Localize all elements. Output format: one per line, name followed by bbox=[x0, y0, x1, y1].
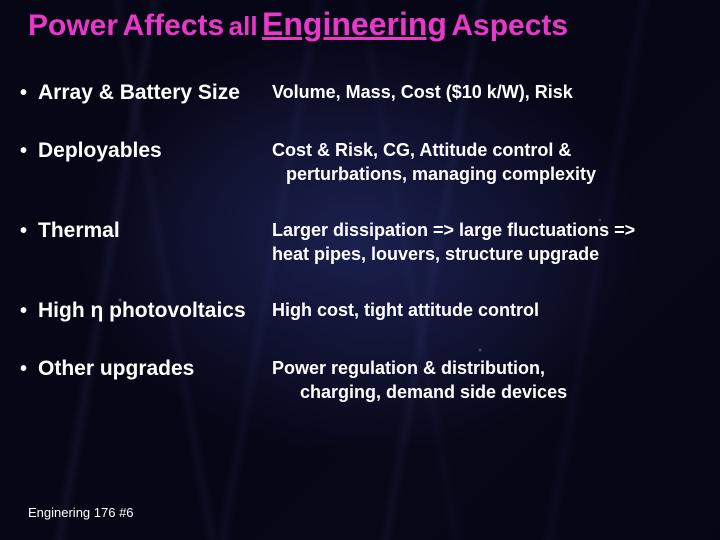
desc-line: charging, demand side devices bbox=[272, 380, 702, 404]
bullet-left: • Deployables bbox=[20, 138, 272, 164]
bullet-label: Array & Battery Size bbox=[38, 80, 240, 106]
bullet-row: • Array & Battery Size Volume, Mass, Cos… bbox=[20, 80, 702, 106]
bullet-left: • Array & Battery Size bbox=[20, 80, 272, 106]
bullet-label: Thermal bbox=[38, 218, 120, 244]
title-word-2: Affects bbox=[122, 9, 224, 42]
title-word-5: Aspects bbox=[451, 9, 568, 42]
slide-title: Power Affects all Engineering Aspects bbox=[28, 6, 710, 43]
desc-line: Larger dissipation => large fluctuations… bbox=[272, 220, 635, 240]
title-word-1: Power bbox=[28, 9, 118, 42]
bullet-desc: High cost, tight attitude control bbox=[272, 298, 702, 322]
title-word-4: Engineering bbox=[262, 6, 447, 42]
desc-line: Cost & Risk, CG, Attitude control & bbox=[272, 140, 571, 160]
bullet-label: Other upgrades bbox=[38, 356, 194, 382]
bullet-desc: Volume, Mass, Cost ($10 k/W), Risk bbox=[272, 80, 702, 104]
bullet-label: Deployables bbox=[38, 138, 162, 164]
bullet-row: • Thermal Larger dissipation => large fl… bbox=[20, 218, 702, 266]
bullet-icon: • bbox=[20, 80, 38, 106]
content-area: • Array & Battery Size Volume, Mass, Cos… bbox=[20, 80, 702, 436]
bullet-label: High η photovoltaics bbox=[38, 298, 246, 324]
bullet-icon: • bbox=[20, 298, 38, 324]
bullet-left: • Thermal bbox=[20, 218, 272, 244]
bullet-icon: • bbox=[20, 356, 38, 382]
slide-footer: Enginering 176 #6 bbox=[28, 505, 134, 520]
desc-line: perturbations, managing complexity bbox=[272, 162, 702, 186]
title-word-3: all bbox=[229, 11, 258, 41]
bullet-icon: • bbox=[20, 218, 38, 244]
desc-line: heat pipes, louvers, structure upgrade bbox=[272, 244, 599, 264]
bullet-left: • High η photovoltaics bbox=[20, 298, 272, 324]
bullet-desc: Cost & Risk, CG, Attitude control & pert… bbox=[272, 138, 702, 186]
bullet-desc: Larger dissipation => large fluctuations… bbox=[272, 218, 702, 266]
bullet-row: • Deployables Cost & Risk, CG, Attitude … bbox=[20, 138, 702, 186]
slide: Power Affects all Engineering Aspects • … bbox=[0, 0, 720, 540]
bullet-desc: Power regulation & distribution, chargin… bbox=[272, 356, 702, 404]
bullet-row: • High η photovoltaics High cost, tight … bbox=[20, 298, 702, 324]
bullet-icon: • bbox=[20, 138, 38, 164]
desc-line: Power regulation & distribution, bbox=[272, 358, 545, 378]
bullet-left: • Other upgrades bbox=[20, 356, 272, 382]
bullet-row: • Other upgrades Power regulation & dist… bbox=[20, 356, 702, 404]
